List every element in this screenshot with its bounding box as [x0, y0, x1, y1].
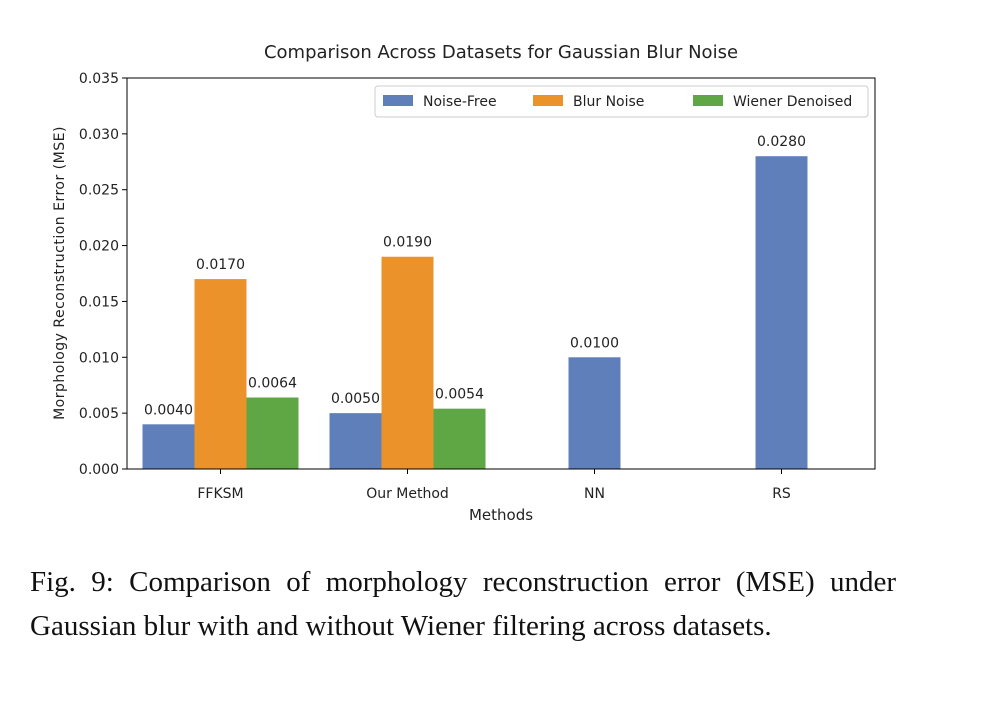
- chart: Comparison Across Datasets for Gaussian …: [52, 42, 876, 524]
- bar: [142, 424, 195, 469]
- y-tick-label: 0.025: [79, 183, 119, 199]
- value-label: 0.0280: [757, 134, 806, 150]
- legend-swatch: [533, 95, 563, 106]
- caption: Fig. 9: Comparison of morphology reconst…: [30, 566, 896, 642]
- chart-title: Comparison Across Datasets for Gaussian …: [264, 42, 738, 63]
- y-axis-label: Morphology Reconstruction Error (MSE): [52, 126, 68, 420]
- x-tick-label: FFKSM: [197, 486, 243, 502]
- bar: [194, 279, 247, 469]
- bar: [381, 256, 434, 469]
- y-tick-label: 0.020: [79, 239, 119, 255]
- y-tick-label: 0.030: [79, 127, 119, 143]
- legend-swatch: [383, 95, 413, 106]
- legend-box: [374, 85, 869, 118]
- bar: [433, 408, 486, 469]
- value-label: 0.0040: [144, 402, 193, 418]
- value-label: 0.0190: [383, 235, 432, 251]
- value-label: 0.0050: [331, 391, 380, 407]
- plot-frame: [126, 77, 876, 470]
- y-tick-label: 0.005: [79, 406, 119, 422]
- legend-swatch: [693, 95, 723, 106]
- x-tick-label: Our Method: [366, 486, 449, 502]
- bar: [329, 413, 382, 469]
- value-label: 0.0170: [196, 257, 245, 273]
- value-label: 0.0054: [435, 387, 484, 403]
- legend-label: Blur Noise: [573, 94, 644, 110]
- x-axis-label: Methods: [469, 506, 533, 524]
- legend-label: Noise-Free: [423, 94, 497, 110]
- value-label: 0.0064: [248, 376, 297, 392]
- bar: [568, 357, 621, 469]
- bar: [246, 397, 299, 469]
- bar: [755, 156, 808, 469]
- y-tick-label: 0.015: [79, 294, 119, 310]
- y-tick-label: 0.010: [79, 350, 119, 366]
- value-label: 0.0100: [570, 335, 619, 351]
- y-tick-label: 0.035: [79, 71, 119, 87]
- x-tick-label: NN: [584, 486, 605, 502]
- legend-label: Wiener Denoised: [733, 94, 852, 110]
- y-tick-label: 0.000: [79, 462, 119, 478]
- x-tick-label: RS: [772, 486, 791, 502]
